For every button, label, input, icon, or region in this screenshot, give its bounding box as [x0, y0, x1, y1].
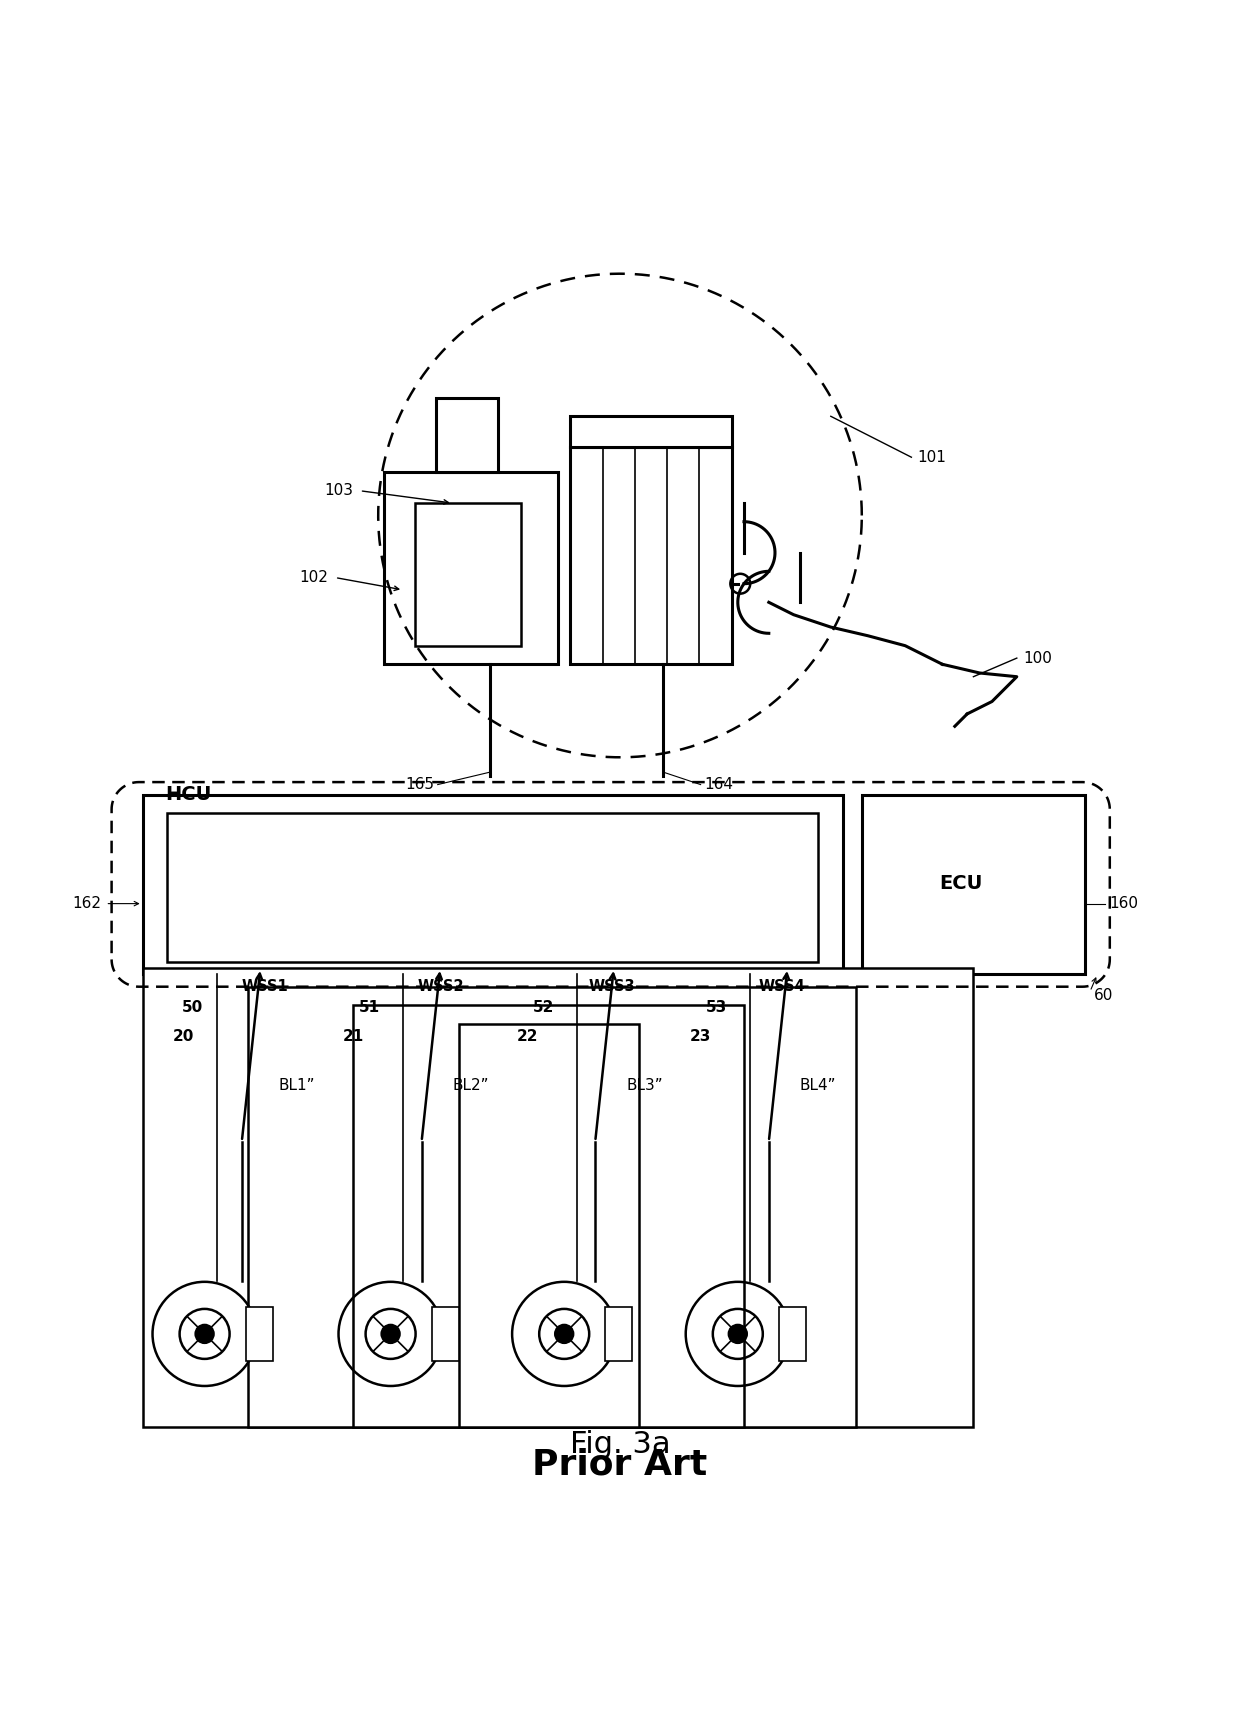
Bar — [167, 814, 818, 963]
Text: BL4”: BL4” — [800, 1079, 836, 1093]
Bar — [353, 1006, 744, 1427]
Bar — [248, 987, 856, 1427]
Text: 60: 60 — [1094, 988, 1114, 1002]
Text: Fig. 3a: Fig. 3a — [569, 1430, 671, 1459]
Text: BL1”: BL1” — [279, 1079, 315, 1093]
Bar — [143, 795, 843, 975]
Bar — [246, 1307, 273, 1362]
Text: ECU: ECU — [940, 874, 982, 892]
Text: 165: 165 — [405, 778, 434, 791]
Text: WSS3: WSS3 — [589, 980, 636, 994]
Text: 52: 52 — [532, 1000, 554, 1016]
Text: BL2”: BL2” — [453, 1079, 489, 1093]
Text: 51: 51 — [358, 1000, 381, 1016]
Bar — [384, 473, 558, 665]
Text: 101: 101 — [918, 451, 946, 464]
Bar — [436, 397, 498, 473]
Circle shape — [728, 1324, 748, 1343]
Text: 21: 21 — [342, 1030, 365, 1043]
Text: 162: 162 — [73, 896, 102, 911]
Bar — [570, 447, 732, 665]
Circle shape — [195, 1324, 215, 1343]
Text: Prior Art: Prior Art — [532, 1447, 708, 1482]
Bar — [459, 1024, 639, 1427]
Text: WSS2: WSS2 — [418, 980, 465, 994]
Text: WSS1: WSS1 — [242, 980, 289, 994]
Text: 100: 100 — [1023, 651, 1052, 666]
Text: 23: 23 — [689, 1030, 712, 1043]
Circle shape — [381, 1324, 401, 1343]
Text: 160: 160 — [1110, 896, 1138, 911]
Text: HCU: HCU — [165, 785, 211, 803]
Bar — [432, 1307, 459, 1362]
Bar — [143, 968, 973, 1427]
Bar — [415, 504, 521, 646]
Bar — [570, 416, 732, 447]
Text: 102: 102 — [300, 570, 329, 586]
Text: 53: 53 — [706, 1000, 728, 1016]
Bar — [605, 1307, 632, 1362]
Text: 103: 103 — [325, 483, 353, 498]
Text: BL3”: BL3” — [626, 1079, 663, 1093]
Text: 164: 164 — [704, 778, 733, 791]
Bar — [862, 795, 1085, 975]
Text: 20: 20 — [172, 1030, 195, 1043]
Bar — [779, 1307, 806, 1362]
Circle shape — [554, 1324, 574, 1343]
Text: 50: 50 — [181, 1000, 203, 1016]
Text: 22: 22 — [516, 1030, 538, 1043]
Text: WSS4: WSS4 — [759, 980, 806, 994]
